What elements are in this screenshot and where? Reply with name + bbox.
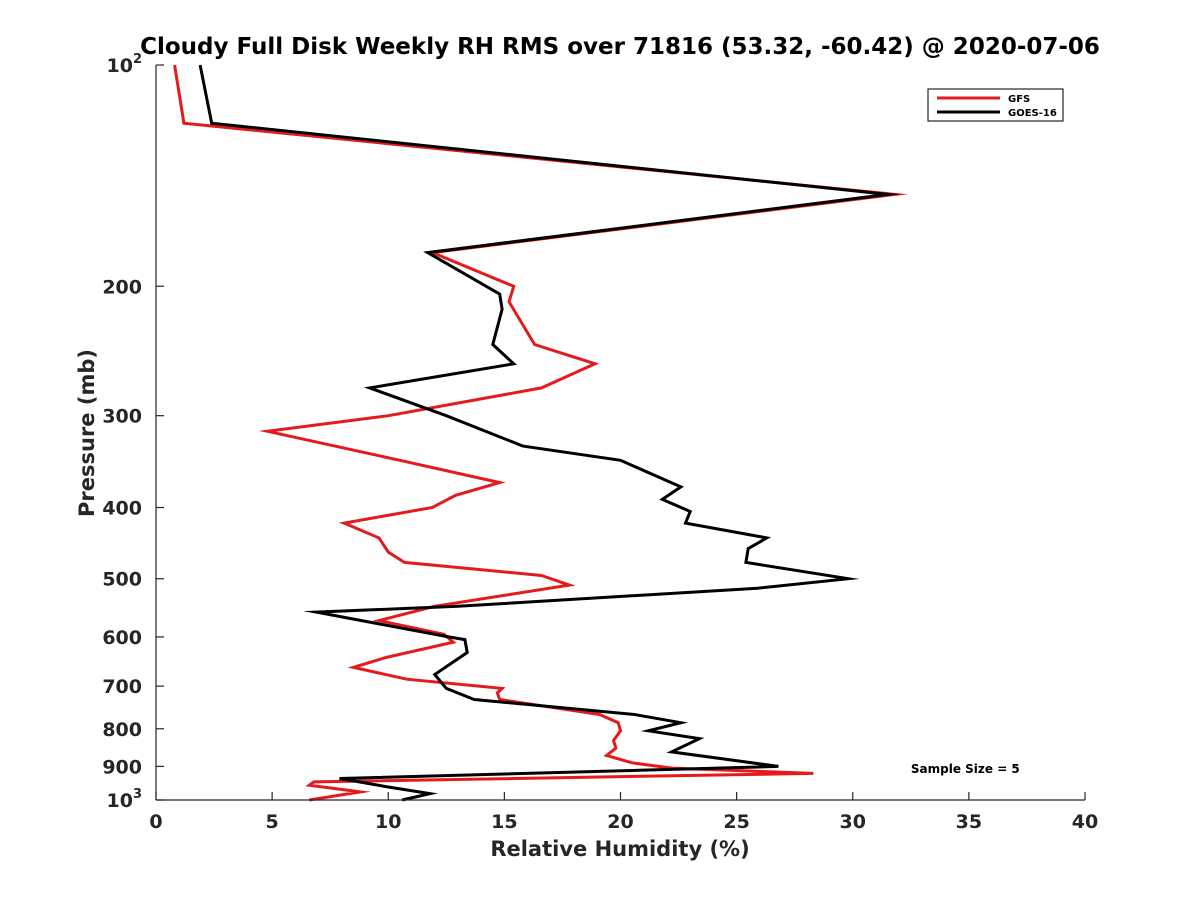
plot-area: Sample Size = 5 — [173, 64, 1020, 802]
series-line-gfs — [173, 64, 908, 802]
y-tick-label: 500 — [102, 569, 142, 591]
y-tick-label: 103 — [107, 787, 143, 812]
chart-title: Cloudy Full Disk Weekly RH RMS over 7181… — [140, 34, 1100, 60]
y-tick-label: 800 — [102, 719, 142, 741]
x-tick-label: 30 — [840, 811, 866, 833]
annotation-sample-size: Sample Size = 5 — [911, 762, 1020, 776]
x-axis-title: Relative Humidity (%) — [490, 837, 749, 861]
axes: 0 5 10 15 20 25 30 35 40 102 200 300 400 500 600 700 800… — [102, 52, 1098, 833]
x-tick-label: 10 — [375, 811, 401, 833]
x-tick-label: 5 — [266, 811, 279, 833]
y-tick-label: 700 — [102, 676, 142, 698]
y-tick-label: 400 — [102, 498, 142, 520]
legend-label: GOES-16 — [1008, 108, 1057, 119]
x-tick-label: 0 — [149, 811, 162, 833]
legend: GFS GOES-16 — [927, 88, 1064, 122]
x-tick-label: 15 — [491, 811, 517, 833]
y-tick-label: 300 — [102, 406, 142, 428]
x-tick-label: 40 — [1072, 811, 1098, 833]
y-tick-label: 900 — [102, 756, 142, 778]
series-line-goes-16 — [198, 64, 901, 802]
y-tick-label: 102 — [107, 52, 143, 77]
x-tick-label: 25 — [723, 811, 749, 833]
x-tick-label: 35 — [956, 811, 982, 833]
y-axis-title: Pressure (mb) — [75, 349, 99, 517]
x-tick-label: 20 — [607, 811, 633, 833]
y-tick-label: 600 — [102, 627, 142, 649]
y-tick-label: 200 — [102, 276, 142, 298]
legend-label: GFS — [1008, 94, 1030, 105]
legend-box — [927, 88, 1064, 122]
